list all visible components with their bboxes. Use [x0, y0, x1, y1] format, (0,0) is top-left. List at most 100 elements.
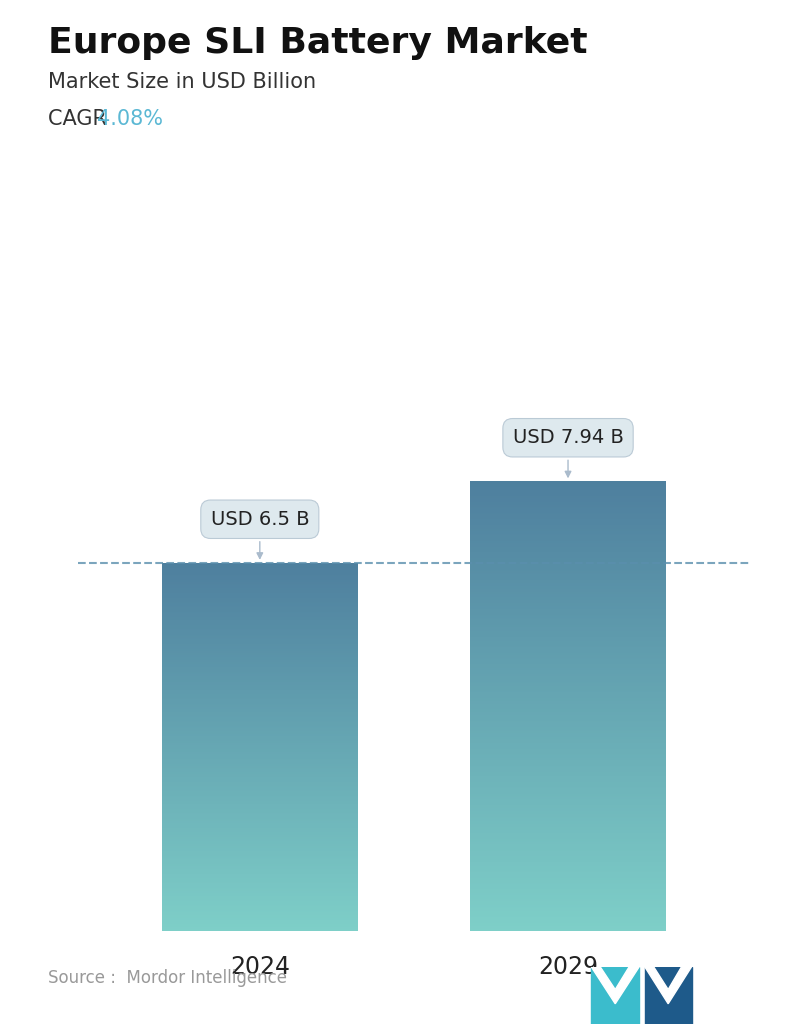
Bar — [470, 490, 666, 492]
Bar — [470, 595, 666, 597]
Bar — [162, 633, 358, 634]
Bar — [162, 673, 358, 674]
Bar — [162, 824, 358, 825]
Bar — [470, 556, 666, 557]
Bar — [470, 904, 666, 905]
Bar — [470, 861, 666, 863]
Bar — [470, 778, 666, 780]
Bar — [162, 788, 358, 790]
Bar — [162, 856, 358, 857]
Bar — [470, 679, 666, 680]
Bar — [470, 613, 666, 614]
Text: USD 6.5 B: USD 6.5 B — [210, 510, 309, 558]
Bar — [162, 577, 358, 579]
Bar — [162, 606, 358, 607]
Bar — [162, 841, 358, 843]
Bar — [470, 666, 666, 667]
Bar — [470, 724, 666, 726]
Bar — [162, 801, 358, 803]
Polygon shape — [645, 967, 692, 1024]
Bar — [470, 504, 666, 506]
Bar — [162, 656, 358, 658]
Bar — [162, 796, 358, 797]
Bar — [162, 804, 358, 805]
Bar — [162, 569, 358, 570]
Bar — [470, 534, 666, 536]
Bar — [162, 727, 358, 728]
Bar — [470, 707, 666, 709]
Bar — [470, 527, 666, 529]
Bar — [470, 854, 666, 856]
Bar — [470, 780, 666, 781]
Bar — [162, 580, 358, 581]
Bar — [470, 577, 666, 579]
Bar — [470, 900, 666, 901]
Bar — [162, 648, 358, 649]
Bar — [162, 857, 358, 858]
Bar — [162, 720, 358, 721]
Bar — [470, 541, 666, 543]
Bar — [162, 596, 358, 597]
Bar — [162, 744, 358, 746]
Bar — [470, 703, 666, 704]
Bar — [162, 622, 358, 625]
Bar — [470, 866, 666, 868]
Bar — [470, 622, 666, 624]
Bar — [162, 892, 358, 893]
Text: Europe SLI Battery Market: Europe SLI Battery Market — [48, 26, 587, 60]
Bar — [470, 840, 666, 841]
Bar — [470, 833, 666, 834]
Bar — [470, 649, 666, 650]
Bar — [470, 873, 666, 874]
Bar — [162, 739, 358, 740]
Bar — [470, 667, 666, 668]
Bar — [162, 874, 358, 876]
Bar — [470, 756, 666, 757]
Bar — [162, 635, 358, 636]
Bar — [470, 511, 666, 513]
Bar — [470, 583, 666, 584]
Bar — [162, 748, 358, 749]
Bar — [162, 692, 358, 693]
Bar — [470, 763, 666, 764]
Bar — [470, 717, 666, 718]
Bar — [162, 582, 358, 583]
Bar — [470, 881, 666, 883]
Bar — [162, 929, 358, 930]
Bar — [470, 896, 666, 898]
Bar — [162, 777, 358, 778]
Bar — [470, 926, 666, 927]
Bar — [470, 682, 666, 683]
Bar — [162, 784, 358, 785]
Bar — [162, 694, 358, 695]
Bar — [162, 590, 358, 592]
Bar — [470, 870, 666, 871]
Bar — [470, 834, 666, 837]
Bar — [162, 912, 358, 913]
Bar — [162, 625, 358, 626]
Bar — [162, 919, 358, 921]
Bar — [470, 493, 666, 494]
Bar — [162, 680, 358, 681]
Bar — [162, 597, 358, 599]
Bar — [470, 547, 666, 549]
Bar — [162, 705, 358, 706]
Bar — [162, 647, 358, 648]
Bar — [470, 540, 666, 541]
Bar — [162, 900, 358, 902]
Bar — [162, 665, 358, 666]
Bar — [470, 706, 666, 707]
Bar — [470, 670, 666, 671]
Bar — [470, 864, 666, 866]
Bar — [470, 910, 666, 911]
Bar — [470, 661, 666, 663]
Bar — [162, 666, 358, 667]
Bar — [470, 771, 666, 773]
Bar — [470, 878, 666, 880]
Bar — [162, 630, 358, 632]
Bar — [470, 907, 666, 908]
Bar — [162, 799, 358, 800]
Bar — [470, 630, 666, 631]
Bar — [162, 870, 358, 871]
Bar — [162, 566, 358, 567]
